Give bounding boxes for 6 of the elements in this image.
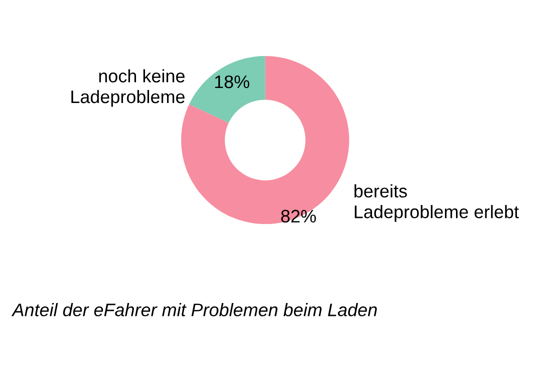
- text: Anteil der eFahrer mit Problemen beim Laden: [11, 303, 377, 316]
- donut-slice: [189, 56, 266, 123]
- data-label: 18%: [215, 75, 250, 88]
- slice-label: bereits Ladeprobleme erlebt: [354, 184, 519, 222]
- data-label: 82%: [281, 210, 316, 223]
- slice-label: noch keine Ladeprobleme: [71, 69, 185, 107]
